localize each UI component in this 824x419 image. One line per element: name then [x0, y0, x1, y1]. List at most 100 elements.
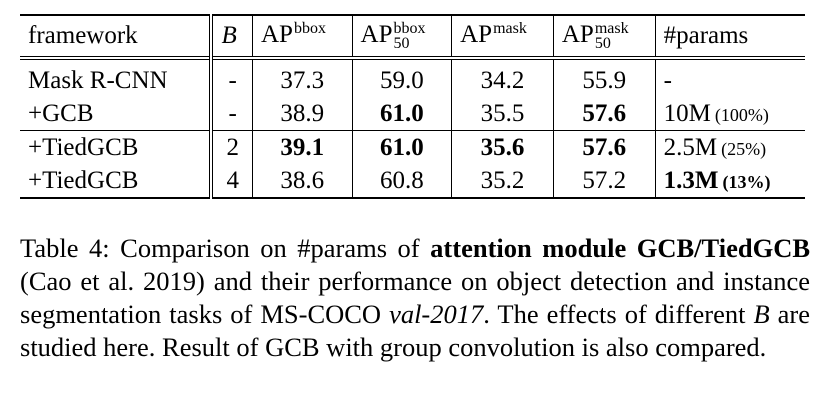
table-cell: 57.2	[552, 164, 656, 198]
table-row: +TiedGCB 4 38.6 60.8 35.2 57.2 1.3M (13%)	[20, 164, 805, 198]
header-cell: B	[209, 15, 253, 58]
caption-text: val-2017	[389, 299, 484, 329]
cell-text: +TiedGCB	[28, 133, 139, 161]
header-text: AP	[460, 20, 493, 48]
table-cell: 34.2	[451, 58, 554, 97]
caption-text: are studied here. Result of GCB with gro…	[20, 299, 811, 362]
table-cell: 61.0	[351, 130, 452, 164]
caption-text: attention module GCB/TiedGCB	[430, 233, 811, 263]
table-row: Mask R-CNN - 37.3 59.0 34.2 55.9 -	[20, 58, 805, 97]
table-cell: 38.6	[251, 164, 353, 198]
table-cell: -	[209, 58, 253, 97]
superscript: mask	[493, 20, 527, 38]
cell-text: 61.0	[379, 133, 424, 161]
cell-text: 2	[226, 133, 239, 161]
cell-text: -	[663, 66, 672, 94]
header-text: framework	[28, 22, 138, 49]
script-stack: bbox	[294, 21, 326, 51]
header-cell: #params	[654, 15, 805, 58]
table-cell: Mask R-CNN	[20, 58, 211, 97]
table-cell: 10M (100%)	[654, 97, 805, 131]
table-cell: 35.2	[451, 164, 554, 198]
cell-text: 37.3	[280, 66, 325, 94]
table-cell: 2.5M (25%)	[654, 130, 805, 164]
table-cell: 57.6	[552, 130, 656, 164]
table-head: framework B AP bbox AP bbox 50 AP mask AP mask 50…	[20, 15, 805, 58]
table-cell: 4	[209, 164, 253, 198]
cell-text: 57.6	[582, 99, 627, 127]
table-cell: 38.9	[251, 97, 353, 131]
subscript: 50	[594, 35, 611, 53]
table-cell: 2	[209, 130, 253, 164]
cell-note: (13%)	[722, 171, 771, 192]
table-cell: +TiedGCB	[20, 164, 211, 198]
table-cell: -	[654, 58, 805, 97]
table-cell: -	[209, 97, 253, 131]
header-text: B	[221, 22, 237, 49]
caption-text: (Cao et al. 2019) and their performance …	[20, 266, 810, 329]
script-stack: mask 50	[594, 20, 629, 53]
caption-text: Table 4: Comparison on #params of	[20, 233, 431, 263]
cell-text: 60.8	[379, 166, 424, 194]
superscript: bbox	[293, 20, 326, 38]
cell-text: 35.6	[480, 133, 525, 161]
header-text: AP	[260, 20, 293, 48]
table-cell: 35.6	[451, 130, 554, 164]
table-cell: 60.8	[351, 164, 452, 198]
caption: Table 4: Comparison on #params of attent…	[20, 232, 810, 364]
table-cell: 61.0	[351, 97, 452, 131]
table-row: +GCB - 38.9 61.0 35.5 57.6 10M (100%)	[20, 97, 805, 131]
cell-text: -	[228, 66, 237, 94]
header-cell: AP mask	[451, 15, 554, 58]
cell-note: (100%)	[714, 104, 769, 125]
table-cell: 1.3M (13%)	[654, 164, 805, 198]
cell-text: 1.3M	[663, 166, 719, 194]
superscript: mask	[594, 20, 629, 38]
results-table: framework B AP bbox AP bbox 50 AP mask AP mask 50…	[20, 14, 805, 199]
caption-text: . The effects of different	[483, 299, 754, 329]
table-cell: 55.9	[552, 58, 656, 97]
subscript: 50	[393, 35, 410, 53]
header-text: AP	[561, 20, 594, 48]
table-cell: 59.0	[351, 58, 452, 97]
caption-text: B	[753, 299, 770, 329]
cell-text: 34.2	[480, 66, 525, 94]
header-cell: AP mask 50	[552, 15, 656, 58]
table-cell: 39.1	[251, 130, 353, 164]
table-cell: +GCB	[20, 97, 211, 131]
cell-text: 57.6	[582, 133, 627, 161]
table-cell: 57.6	[552, 97, 656, 131]
table-cell: 35.5	[451, 97, 554, 131]
table-cell: 37.3	[251, 58, 353, 97]
table-body: Mask R-CNN - 37.3 59.0 34.2 55.9 - +GCB - 38.9 61.…	[20, 58, 805, 198]
script-stack: mask	[493, 21, 527, 51]
cell-text: -	[228, 99, 237, 127]
cell-text: 55.9	[582, 66, 627, 94]
superscript: bbox	[393, 20, 426, 38]
spacer	[294, 36, 326, 51]
header-text: #params	[663, 22, 749, 49]
header-text: AP	[360, 20, 393, 48]
header-cell: AP bbox 50	[351, 15, 452, 58]
cell-text: 57.2	[582, 166, 627, 194]
cell-text: 39.1	[280, 133, 325, 161]
script-stack: bbox 50	[393, 20, 426, 53]
table-cell: +TiedGCB	[20, 131, 211, 165]
header-cell: AP bbox	[251, 15, 353, 58]
cell-text: 59.0	[379, 66, 424, 94]
cell-text: 35.2	[480, 166, 525, 194]
cell-text: +TiedGCB	[28, 166, 139, 194]
cell-text: Mask R-CNN	[28, 66, 168, 94]
table-row: +TiedGCB 2 39.1 61.0 35.6 57.6 2.5M (25%)	[20, 130, 805, 165]
cell-note: (25%)	[721, 138, 767, 159]
cell-text: 38.9	[280, 99, 325, 127]
header-row: framework B AP bbox AP bbox 50 AP mask AP mask 50…	[20, 15, 805, 58]
cell-text: 4	[226, 166, 239, 194]
cell-text: +GCB	[28, 99, 94, 127]
cell-text: 35.5	[480, 99, 525, 127]
cell-text: 2.5M	[663, 133, 718, 161]
cell-text: 10M	[663, 99, 711, 127]
header-cell: framework	[20, 15, 211, 58]
cell-text: 38.6	[280, 166, 325, 194]
